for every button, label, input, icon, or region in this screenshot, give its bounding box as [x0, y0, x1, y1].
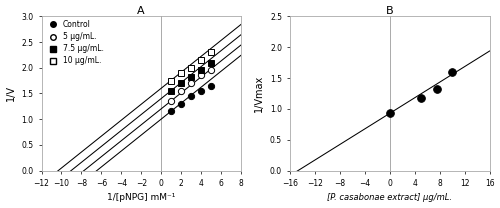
Y-axis label: 1/V: 1/V	[6, 85, 16, 102]
X-axis label: [P. casabonae extract] μg/mL.: [P. casabonae extract] μg/mL.	[328, 193, 452, 202]
Title: A: A	[138, 6, 145, 16]
X-axis label: 1/[pNPG] mM⁻¹: 1/[pNPG] mM⁻¹	[107, 193, 176, 202]
Legend: Control, 5 μg/mL., 7.5 μg/mL., 10 μg/mL.: Control, 5 μg/mL., 7.5 μg/mL., 10 μg/mL.	[44, 19, 106, 67]
Title: B: B	[386, 6, 394, 16]
Y-axis label: 1/Vmax: 1/Vmax	[254, 75, 264, 112]
